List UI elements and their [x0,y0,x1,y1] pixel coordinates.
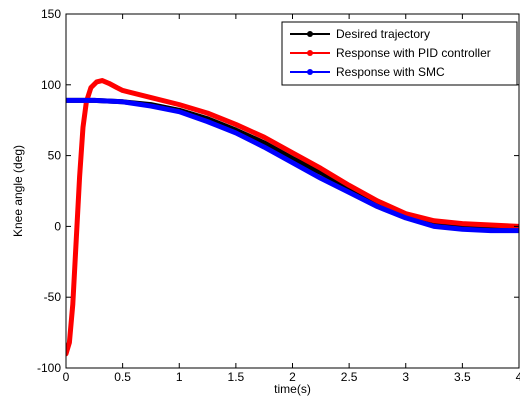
x-tick-label: 4 [516,370,520,384]
x-tick-label: 0 [63,370,70,384]
y-tick-label: 100 [41,78,61,92]
series-line-2 [66,97,519,234]
x-tick-label: 1.5 [228,370,245,384]
x-axis-label: time(s) [274,382,311,396]
legend-marker-2 [307,69,313,75]
x-tick-label: 2 [289,370,296,384]
series-layer [66,78,519,357]
series-line-1 [66,78,519,357]
y-tick-label: 150 [41,7,61,21]
legend-label-0: Desired trajectory [336,27,430,41]
y-tick-label: -50 [44,290,62,304]
ticks-layer: 0 0.5 1 1.5 2 2.5 3 3.5 4 -100 -50 0 50 100 150 [37,7,520,384]
legend-label-2: Response with SMC [336,65,445,79]
x-tick-label: 3 [402,370,409,384]
y-tick-label: 0 [54,219,61,233]
x-tick-label: 2.5 [341,370,358,384]
y-tick-label: -100 [37,361,61,375]
legend: Desired trajectory Response with PID cont… [281,21,518,86]
legend-label-1: Response with PID controller [336,46,491,60]
legend-marker-0 [307,31,313,37]
x-tick-label: 3.5 [454,370,471,384]
y-axis-label: Knee angle (deg) [11,145,25,237]
x-tick-label: 1 [176,370,183,384]
legend-marker-1 [307,50,313,56]
x-tick-label: 0.5 [114,370,131,384]
y-tick-label: 50 [48,149,62,163]
